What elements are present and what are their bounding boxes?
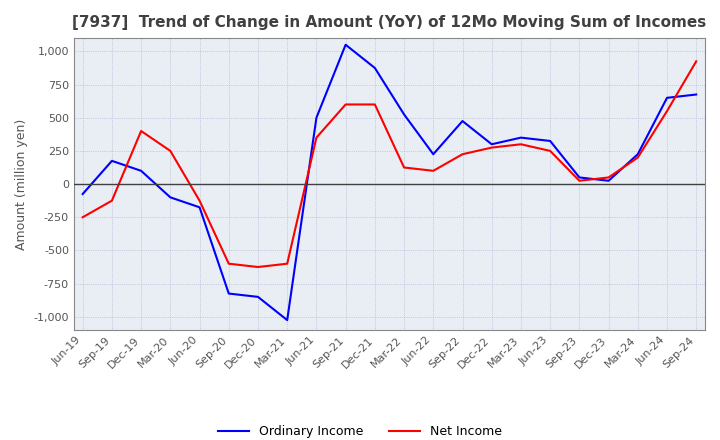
Net Income xyxy=(341,102,350,107)
Ordinary Income xyxy=(604,178,613,183)
Ordinary Income xyxy=(253,294,262,300)
Net Income xyxy=(487,145,496,150)
Ordinary Income xyxy=(107,158,116,164)
Net Income xyxy=(312,135,320,140)
Ordinary Income xyxy=(283,317,292,323)
Title: [7937]  Trend of Change in Amount (YoY) of 12Mo Moving Sum of Incomes: [7937] Trend of Change in Amount (YoY) o… xyxy=(72,15,706,30)
Net Income xyxy=(662,108,671,114)
Y-axis label: Amount (million yen): Amount (million yen) xyxy=(15,118,28,250)
Net Income xyxy=(400,165,408,170)
Ordinary Income xyxy=(400,112,408,117)
Net Income xyxy=(253,264,262,270)
Ordinary Income xyxy=(312,115,320,121)
Net Income xyxy=(634,155,642,160)
Net Income xyxy=(195,198,204,203)
Ordinary Income xyxy=(166,195,175,200)
Ordinary Income xyxy=(662,95,671,100)
Ordinary Income xyxy=(575,175,584,180)
Ordinary Income xyxy=(137,168,145,173)
Net Income xyxy=(604,175,613,180)
Net Income xyxy=(137,128,145,134)
Ordinary Income xyxy=(195,205,204,210)
Net Income xyxy=(78,215,87,220)
Ordinary Income xyxy=(487,142,496,147)
Net Income xyxy=(429,168,438,173)
Net Income xyxy=(107,198,116,203)
Ordinary Income xyxy=(341,42,350,48)
Ordinary Income xyxy=(692,92,701,97)
Net Income xyxy=(225,261,233,266)
Net Income xyxy=(371,102,379,107)
Line: Net Income: Net Income xyxy=(83,61,696,267)
Ordinary Income xyxy=(225,291,233,296)
Net Income xyxy=(546,148,554,154)
Net Income xyxy=(458,152,467,157)
Net Income xyxy=(517,142,526,147)
Net Income xyxy=(283,261,292,266)
Ordinary Income xyxy=(78,191,87,197)
Ordinary Income xyxy=(458,118,467,124)
Ordinary Income xyxy=(429,152,438,157)
Legend: Ordinary Income, Net Income: Ordinary Income, Net Income xyxy=(213,420,507,440)
Ordinary Income xyxy=(546,138,554,143)
Ordinary Income xyxy=(634,152,642,157)
Ordinary Income xyxy=(371,65,379,70)
Net Income xyxy=(575,178,584,183)
Net Income xyxy=(692,59,701,64)
Net Income xyxy=(166,148,175,154)
Ordinary Income xyxy=(517,135,526,140)
Line: Ordinary Income: Ordinary Income xyxy=(83,45,696,320)
